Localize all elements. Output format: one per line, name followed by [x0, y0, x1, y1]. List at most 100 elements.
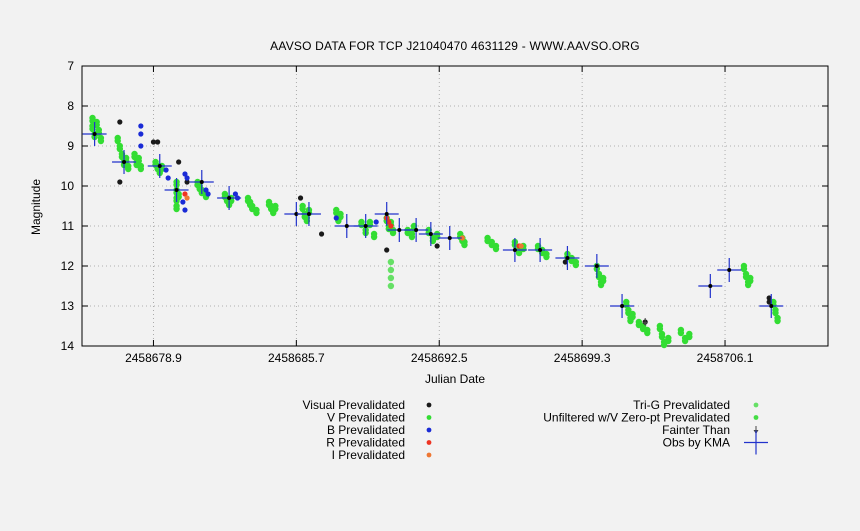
data-point: [387, 274, 395, 282]
data-point: [117, 179, 123, 185]
data-point: [114, 137, 121, 145]
legend-label: Unfiltered w/V Zero-pt Prevalidated: [543, 411, 730, 425]
data-point-cross: [82, 122, 107, 146]
legend-item-visual-prevalidated: Visual Prevalidated: [302, 398, 432, 412]
legend-marker: [426, 402, 432, 408]
data-point-cross: [437, 226, 462, 250]
legend-marker: [426, 452, 432, 458]
x-tick-label: 2458685.7: [268, 351, 325, 365]
data-point: [366, 221, 374, 229]
y-tick-label: 13: [61, 299, 75, 313]
legend-marker: [753, 402, 759, 408]
data-point: [137, 165, 145, 173]
data-point: [387, 266, 395, 274]
data-point-cross: [112, 150, 137, 174]
data-point: [766, 299, 772, 305]
data-point: [373, 219, 379, 225]
data-point: [388, 223, 394, 229]
data-point: [155, 139, 161, 145]
legend-item-obs-by-kma: Obs by KMA: [663, 430, 768, 455]
series-b-prevalidated: [138, 123, 379, 225]
data-point: [389, 229, 397, 237]
data-point: [386, 219, 392, 225]
legend-label: Tri-G Prevalidated: [633, 398, 730, 412]
data-point: [459, 235, 465, 241]
data-point: [656, 325, 664, 333]
data-point: [562, 259, 568, 265]
legend-item-i-prevalidated: I Prevalidated: [332, 448, 432, 462]
legend-marker: [426, 415, 432, 420]
data-point-cross: [698, 274, 723, 298]
data-point: [774, 317, 781, 325]
data-point: [387, 282, 395, 290]
data-point-cross: [147, 154, 172, 178]
data-point: [297, 195, 304, 201]
data-point: [686, 333, 693, 341]
data-point: [95, 129, 103, 137]
data-point: [543, 253, 550, 261]
series-obs-by-kma: [82, 122, 784, 318]
data-point: [337, 213, 344, 221]
data-point: [599, 277, 607, 285]
data-point: [182, 207, 188, 213]
data-point: [658, 333, 666, 341]
data-point: [766, 295, 772, 301]
data-point: [253, 209, 260, 217]
legend-label: V Prevalidated: [327, 411, 405, 425]
data-point: [518, 243, 524, 249]
data-point-cross: [555, 246, 580, 270]
data-point-cross: [353, 214, 378, 238]
data-point: [384, 247, 390, 253]
y-tick-label: 9: [67, 139, 74, 153]
y-tick-label: 10: [61, 179, 75, 193]
data-point-cross: [502, 238, 527, 262]
y-tick-label: 12: [61, 259, 75, 273]
data-point: [677, 329, 685, 337]
data-points: [82, 114, 784, 349]
data-point: [740, 265, 748, 273]
data-point: [173, 205, 180, 213]
plot-frame: [81, 65, 829, 347]
data-point-cross: [296, 202, 321, 226]
data-point-cross: [418, 222, 443, 246]
x-axis-label: Julian Date: [425, 372, 485, 386]
data-point: [180, 199, 186, 205]
data-point: [433, 233, 441, 241]
data-point: [138, 123, 144, 129]
data-point: [318, 231, 325, 237]
data-point: [434, 243, 440, 249]
data-point-cross: [404, 218, 429, 242]
legend-label: Obs by KMA: [663, 436, 730, 450]
data-point: [163, 167, 169, 173]
y-tick-label: 14: [61, 339, 75, 353]
grid: [82, 66, 828, 346]
data-point: [660, 341, 668, 349]
data-point-cross: [528, 238, 553, 262]
data-point-cross: [217, 186, 242, 210]
data-point: [370, 233, 378, 241]
data-point-cross: [374, 202, 399, 226]
legend-label: Fainter Than: [662, 423, 730, 437]
x-tick-label: 2458678.9: [125, 351, 182, 365]
data-point: [492, 245, 500, 253]
y-tick-label: 7: [67, 59, 74, 73]
y-tick-label: 11: [62, 219, 75, 233]
x-tick-label: 2458692.5: [411, 351, 468, 365]
data-point: [272, 205, 279, 213]
legend-label: R Prevalidated: [326, 436, 405, 450]
series-tri-g-prevalidated: [387, 258, 395, 290]
y-tick-label: 8: [67, 99, 74, 113]
data-point: [772, 309, 779, 317]
data-point: [232, 191, 239, 197]
legend-marker: [426, 440, 432, 445]
data-point: [205, 191, 211, 197]
series-v-prevalidated: [89, 114, 781, 349]
legend-marker: [426, 427, 432, 433]
legend-item-v-prevalidated: V Prevalidated: [327, 411, 432, 425]
legend-item-r-prevalidated: R Prevalidated: [326, 436, 432, 450]
data-point-cross: [584, 254, 609, 278]
legend-label: I Prevalidated: [332, 448, 405, 462]
data-point: [182, 191, 188, 197]
